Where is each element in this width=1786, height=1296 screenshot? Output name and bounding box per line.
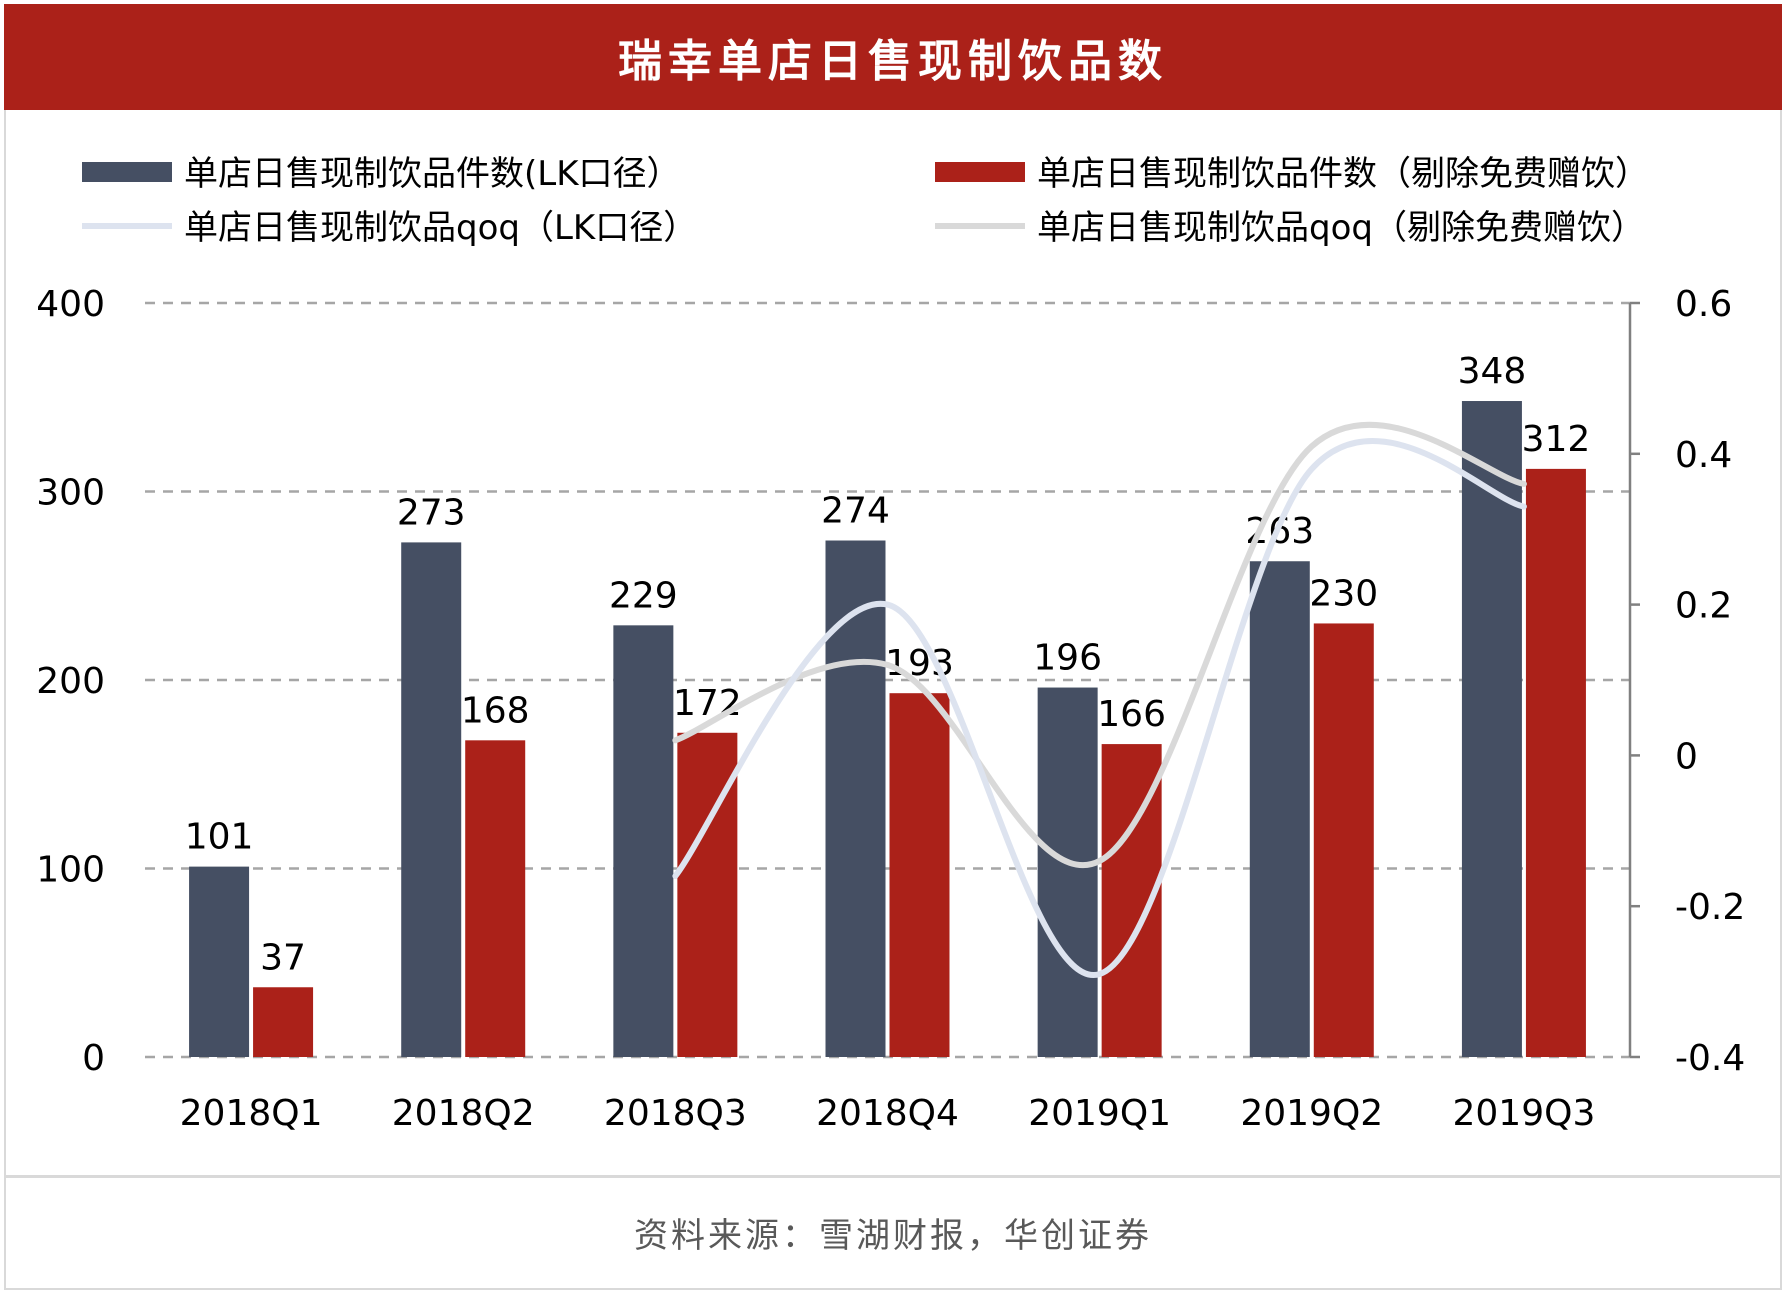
data-label-lk: 196 bbox=[1033, 638, 1102, 679]
bar-excl-2018Q1 bbox=[253, 987, 314, 1057]
x-tick-label: 2019Q2 bbox=[1240, 1093, 1383, 1134]
bar-lk-2018Q4 bbox=[825, 540, 886, 1057]
bar-excl-2019Q2 bbox=[1313, 623, 1374, 1057]
legend-swatch-bar bbox=[82, 162, 172, 182]
x-tick-label: 2018Q1 bbox=[180, 1093, 323, 1134]
data-label-excl: 230 bbox=[1309, 573, 1378, 614]
title-bar: 瑞幸单店日售现制饮品数 bbox=[4, 4, 1782, 110]
y-right-tick-label: 0.2 bbox=[1675, 586, 1732, 627]
source-separator bbox=[4, 1175, 1782, 1178]
y-right-tick-label: -0.4 bbox=[1675, 1038, 1745, 1079]
data-label-lk: 273 bbox=[397, 492, 466, 533]
bar-lk-2019Q3 bbox=[1461, 401, 1522, 1057]
data-label-excl: 172 bbox=[673, 683, 742, 724]
line-qoq-excl bbox=[672, 421, 1527, 868]
x-tick-label: 2019Q3 bbox=[1452, 1093, 1595, 1134]
x-tick-label: 2018Q2 bbox=[392, 1093, 535, 1134]
data-label-excl: 312 bbox=[1522, 419, 1591, 460]
legend-swatch-bar bbox=[935, 162, 1025, 182]
data-label-lk: 101 bbox=[185, 817, 254, 858]
legend-label: 单店日售现制饮品件数（剔除免费赠饮） bbox=[1037, 154, 1649, 194]
legend-label: 单店日售现制饮品qoq（剔除免费赠饮） bbox=[1037, 208, 1645, 248]
y-right-tick-label: 0.6 bbox=[1675, 284, 1732, 325]
y-left-tick-label: 200 bbox=[36, 661, 105, 702]
y-left-tick-label: 100 bbox=[36, 850, 105, 891]
data-label-excl: 168 bbox=[461, 690, 530, 731]
chart-title: 瑞幸单店日售现制饮品数 bbox=[618, 36, 1168, 87]
bar-lk-2018Q3 bbox=[613, 625, 674, 1057]
y-left-tick-label: 0 bbox=[82, 1038, 105, 1079]
source-note: 资料来源：雪湖财报，华创证券 bbox=[634, 1216, 1152, 1256]
data-label-lk: 348 bbox=[1458, 351, 1527, 392]
data-label-lk: 274 bbox=[821, 491, 890, 532]
x-tick-label: 2018Q4 bbox=[816, 1093, 959, 1134]
legend-label: 单店日售现制饮品件数(LK口径） bbox=[184, 154, 681, 194]
bar-lk-2019Q2 bbox=[1249, 561, 1310, 1057]
data-label-lk: 229 bbox=[609, 575, 678, 616]
bar-lk-2019Q1 bbox=[1037, 687, 1098, 1057]
bar-excl-2018Q4 bbox=[889, 693, 950, 1057]
line-qoq-lk bbox=[672, 438, 1527, 978]
y-right-tick-label: 0 bbox=[1675, 736, 1698, 777]
bar-excl-2018Q2 bbox=[465, 740, 526, 1057]
x-tick-label: 2019Q1 bbox=[1028, 1093, 1171, 1134]
y-right-tick-label: 0.4 bbox=[1675, 435, 1732, 476]
bar-excl-2019Q3 bbox=[1525, 468, 1586, 1057]
y-right-tick-label: -0.2 bbox=[1675, 887, 1745, 928]
y-left-tick-label: 400 bbox=[36, 284, 105, 325]
y-left-tick-label: 300 bbox=[36, 473, 105, 514]
data-label-excl: 37 bbox=[260, 937, 306, 978]
data-label-excl: 166 bbox=[1097, 694, 1166, 735]
x-tick-label: 2018Q3 bbox=[604, 1093, 747, 1134]
legend-label: 单店日售现制饮品qoq（LK口径） bbox=[184, 208, 697, 248]
bar-lk-2018Q2 bbox=[401, 542, 462, 1057]
bar-lk-2018Q1 bbox=[189, 866, 250, 1057]
